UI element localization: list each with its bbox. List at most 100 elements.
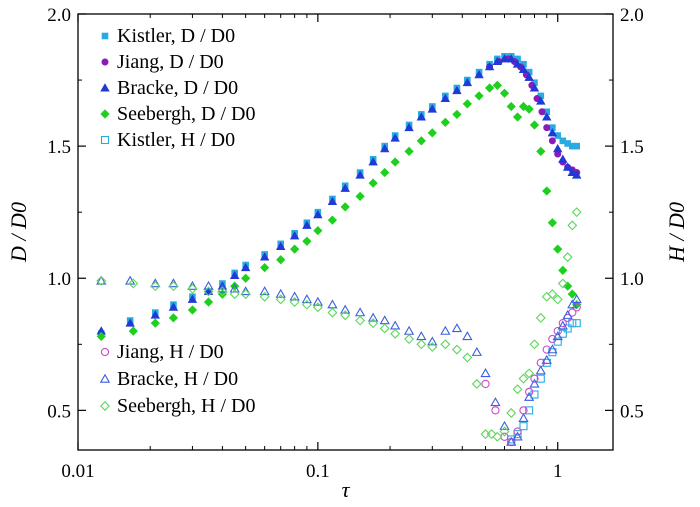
data-point: [552, 331, 563, 341]
data-point: [229, 283, 240, 293]
data-point: [547, 218, 558, 228]
data-point: [547, 289, 558, 300]
legend-marker: [100, 135, 110, 145]
y-tick-label-right: 0.5: [620, 401, 644, 422]
data-point: [524, 368, 535, 379]
legend-label: Jiang, H / D0: [117, 341, 224, 363]
y-axis-label-left: D / D0: [6, 202, 31, 263]
data-point: [390, 320, 401, 330]
data-point: [524, 72, 534, 81]
data-point: [552, 294, 563, 305]
data-point: [492, 431, 503, 442]
data-point: [512, 59, 523, 68]
data-point: [312, 296, 324, 306]
legend-marker: [100, 83, 110, 92]
y-tick-label-left: 2.0: [47, 5, 71, 26]
data-point: [490, 397, 501, 407]
data-point: [484, 62, 495, 71]
data-point: [486, 429, 497, 440]
data-point: [379, 323, 390, 334]
data-point: [128, 278, 139, 289]
data-point: [313, 226, 323, 236]
data-point: [355, 191, 365, 201]
y-axis-label-right: H / D0: [664, 202, 689, 263]
data-point: [203, 280, 214, 290]
data-point: [547, 128, 558, 137]
data-point: [416, 112, 427, 121]
axis-ticks: 0.01 0.1 1 0.5 0.5 1.0 1.0 1.5 1.5 2.0 2.0: [47, 5, 644, 482]
data-point: [480, 429, 491, 440]
data-point: [481, 379, 490, 389]
y-tick-label-right: 2.0: [620, 5, 644, 26]
data-point: [340, 202, 350, 212]
data-point: [492, 80, 502, 90]
data-point: [440, 93, 451, 103]
legend-label: Bracke, D / D0: [117, 77, 238, 99]
data-point: [390, 133, 400, 142]
data-point: [390, 157, 400, 167]
data-point: [168, 313, 179, 323]
data-point: [440, 117, 450, 127]
data-point: [340, 304, 351, 314]
data-point: [462, 352, 473, 363]
legend-marker: [100, 109, 110, 119]
legend: Kistler, D / D0 Jiang, D / D0 Bracke, D / …: [99, 25, 256, 417]
data-point: [404, 122, 414, 132]
data-point: [462, 99, 472, 109]
data-point: [518, 373, 529, 384]
data-point: [567, 220, 578, 231]
data-point: [241, 273, 251, 283]
data-point: [471, 346, 482, 356]
data-point: [553, 244, 563, 254]
y-tick-label-right: 1.0: [620, 269, 644, 290]
series-Seebergh_D: [96, 80, 582, 342]
axis-labels: τ D / D0 H / D0: [6, 202, 689, 502]
data-point: [427, 336, 438, 346]
data-point: [542, 112, 552, 121]
data-point: [518, 412, 529, 422]
data-point: [474, 91, 484, 101]
data-point: [355, 315, 366, 326]
data-point: [260, 263, 270, 273]
data-point: [217, 286, 228, 297]
data-point: [368, 318, 379, 329]
data-point: [557, 320, 568, 330]
data-point: [562, 309, 573, 319]
data-point: [568, 319, 577, 328]
data-point: [275, 294, 286, 305]
data-point: [276, 255, 286, 265]
legend-marker: [99, 373, 111, 383]
data-point: [125, 318, 135, 327]
data-point: [302, 236, 312, 246]
data-point: [440, 339, 451, 350]
data-point: [427, 341, 438, 352]
data-point: [240, 286, 251, 296]
y-tick-label-left: 1.0: [47, 269, 71, 290]
data-point: [499, 426, 510, 437]
data-point: [529, 378, 540, 388]
data-point: [543, 124, 551, 132]
data-point: [484, 83, 495, 93]
data-point: [567, 299, 578, 309]
data-point: [462, 77, 473, 87]
series-Jiang_H: [481, 303, 581, 447]
x-axis-label: τ: [342, 477, 351, 502]
data-point: [368, 157, 378, 166]
data-point: [289, 297, 300, 308]
y-tick-label-left: 1.5: [47, 137, 71, 158]
data-point: [451, 323, 463, 333]
data-point: [187, 294, 198, 303]
data-point: [573, 142, 581, 150]
data-point: [259, 252, 270, 261]
data-point: [354, 307, 366, 317]
data-point: [512, 431, 523, 441]
data-point: [529, 83, 540, 92]
data-point: [302, 220, 312, 229]
data-point: [217, 289, 228, 299]
data-point: [275, 288, 286, 298]
data-point: [150, 281, 161, 292]
data-point: [259, 286, 270, 296]
data-point: [301, 299, 312, 310]
data-series: [96, 52, 582, 447]
data-point: [150, 278, 161, 288]
